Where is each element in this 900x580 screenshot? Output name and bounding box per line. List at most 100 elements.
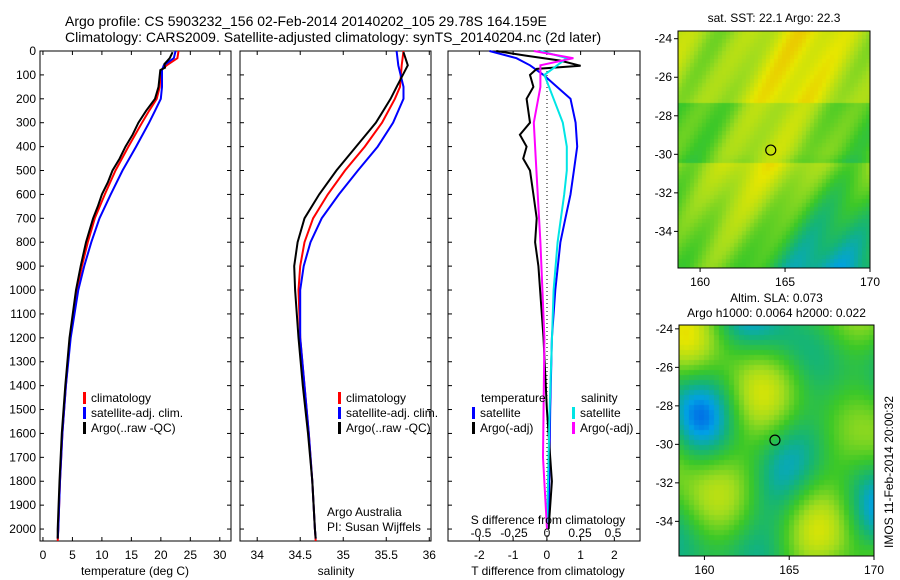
y-tick-label: -32 <box>656 476 674 490</box>
title-line-2: Climatology: CARS2009. Satellite-adjuste… <box>65 29 602 45</box>
series-line-argo-raw-qc- <box>56 51 174 539</box>
legend-label: satellite-adj. clim. <box>91 406 183 420</box>
x-axis-label: temperature (deg C) <box>81 564 189 578</box>
s-tick-label: -0.5 <box>471 526 492 540</box>
legend-label: Argo(-adj) <box>480 421 533 435</box>
panel-frame <box>239 50 432 542</box>
y-tick-label: 900 <box>16 259 36 273</box>
x-tick-label: 10 <box>95 548 109 562</box>
y-tick-label: 1300 <box>9 355 36 369</box>
y-tick-label: -24 <box>655 32 673 46</box>
y-tick-label: 100 <box>16 68 36 82</box>
y-tick-label: 1400 <box>9 379 36 393</box>
x-axis-label: T difference from climatology <box>471 564 625 578</box>
legend-label: satellite <box>480 406 521 420</box>
title-line-1: Argo profile: CS 5903232_156 02-Feb-2014… <box>65 13 547 29</box>
sst-map-axes: 160 165 170 -24 -26 -28 -30 -32 -34 sat. SST: 22.… <box>655 11 881 289</box>
series-line-s-argo-adj- <box>532 50 574 530</box>
y-tick-label: 1600 <box>9 426 36 440</box>
y-tick-label: -34 <box>656 514 674 528</box>
map-frame <box>677 30 871 269</box>
panel-frame <box>39 50 232 542</box>
legend-label: satellite-adj. clim. <box>346 406 438 420</box>
y-tick-label: 1200 <box>9 331 36 345</box>
legend-swatch <box>472 422 475 434</box>
s-axis-label: S difference from climatology <box>471 513 626 527</box>
x-tick-label: 0 <box>544 548 551 562</box>
legend-swatch <box>338 407 341 419</box>
y-tick-label: -30 <box>656 437 674 451</box>
y-tick-label: 2000 <box>9 522 36 536</box>
sla-map-image <box>679 325 874 556</box>
argo-position-marker <box>769 434 781 446</box>
series-line-argo-raw-qc- <box>293 51 409 539</box>
y-tick-label: 1000 <box>9 283 36 297</box>
x-tick-label: 35.5 <box>375 548 399 562</box>
legend-swatch <box>572 422 575 434</box>
y-tick-label: 600 <box>16 187 36 201</box>
x-tick-label: 35 <box>337 548 351 562</box>
x-tick-label: 170 <box>864 563 884 577</box>
x-tick-label: 1 <box>577 548 584 562</box>
legend-label: Argo(..raw -QC) <box>346 421 431 435</box>
x-tick-label: -1 <box>508 548 519 562</box>
series-line-s-satellite <box>540 50 570 530</box>
x-tick-label: 170 <box>860 275 880 289</box>
y-tick-label: 1500 <box>9 403 36 417</box>
x-tick-label: -2 <box>474 548 485 562</box>
s-tick-label: 0 <box>544 526 551 540</box>
x-tick-label: 15 <box>125 548 139 562</box>
y-tick-label: -28 <box>655 109 673 123</box>
imos-timestamp: IMOS 11-Feb-2014 20:00:32 <box>882 396 896 548</box>
y-tick-label: -26 <box>656 360 674 374</box>
x-tick-label: 165 <box>775 275 795 289</box>
y-tick-label: -26 <box>655 70 673 84</box>
y-tick-label: 1800 <box>9 474 36 488</box>
x-tick-label: 0 <box>40 548 47 562</box>
y-tick-label: -24 <box>656 322 674 336</box>
legend-heading: temperature <box>481 391 546 405</box>
legend-swatch <box>472 407 475 419</box>
x-tick-label: 20 <box>154 548 168 562</box>
map-subtitle: Argo h1000: 0.0064 h2000: 0.022 <box>687 306 866 320</box>
y-tick-label: 500 <box>16 164 36 178</box>
s-tick-label: 0.5 <box>605 526 622 540</box>
legend-swatch <box>338 392 341 404</box>
x-tick-label: 160 <box>694 563 714 577</box>
y-tick-label: 700 <box>16 211 36 225</box>
panel-differences: -2 -1 0 1 2 -0.5 -0.25 0 0.25 0.5S difference fro… <box>447 50 641 578</box>
map-title: sat. SST: 22.1 Argo: 22.3 <box>708 11 841 25</box>
legend-swatch <box>338 422 341 434</box>
x-tick-label: 165 <box>779 563 799 577</box>
sla-map-axes: 160 165 170 -24 -26 -28 -30 -32 -34 Altim. SLA: 0… <box>656 291 885 577</box>
legend-label: climatology <box>91 391 151 405</box>
legend-label: climatology <box>346 391 406 405</box>
s-tick-label: 0.25 <box>568 526 592 540</box>
y-tick-label: 0 <box>29 44 36 58</box>
s-tick-label: -0.25 <box>500 526 528 540</box>
x-tick-label: 30 <box>213 548 227 562</box>
y-tick-label: -30 <box>655 147 673 161</box>
sst-map-image <box>678 31 870 268</box>
y-tick-label: 1700 <box>9 450 36 464</box>
annotation: PI: Susan Wijffels <box>327 520 421 534</box>
legend-swatch <box>572 407 575 419</box>
x-tick-label: 160 <box>690 275 710 289</box>
panel-salinity: 34 34.5 35 35.5 36 climatologysatellite-adj. … <box>239 50 438 578</box>
legend-heading: salinity <box>581 391 618 405</box>
x-tick-label: 25 <box>184 548 198 562</box>
x-tick-label: 5 <box>69 548 76 562</box>
x-tick-label: 2 <box>611 548 618 562</box>
legend-label: Argo(..raw -QC) <box>91 421 176 435</box>
map-frame <box>678 324 875 557</box>
panel-temperature: 0 5 10 15 20 25 300100200300400500600700800900… <box>9 44 232 578</box>
y-tick-label: 1900 <box>9 498 36 512</box>
x-tick-label: 36 <box>423 548 437 562</box>
y-tick-label: 200 <box>16 92 36 106</box>
y-tick-label: -32 <box>655 186 673 200</box>
legend-label: satellite <box>580 406 621 420</box>
y-tick-label: 400 <box>16 140 36 154</box>
